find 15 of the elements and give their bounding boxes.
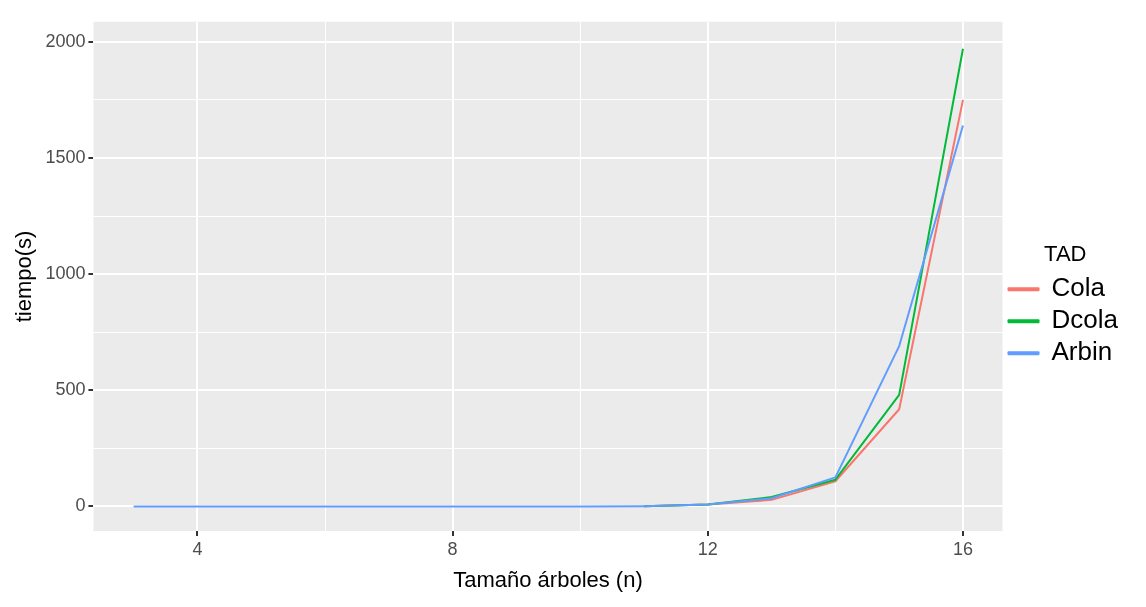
legend-label: Arbin — [1051, 336, 1113, 367]
legend-label: Cola — [1051, 272, 1106, 303]
legend-label: Dcola — [1051, 304, 1119, 335]
y-tick-label: 1500 — [45, 146, 86, 167]
x-tick-label: 12 — [697, 538, 718, 559]
y-tick-label: 2000 — [45, 30, 86, 51]
x-tick-label: 8 — [447, 538, 458, 559]
y-axis-title: tiempo(s) — [11, 230, 37, 323]
x-axis-title: Tamaño árboles (n) — [453, 566, 643, 592]
legend-title: TAD — [1044, 240, 1087, 266]
y-tick-label: 0 — [75, 495, 86, 516]
y-tick-label: 1000 — [45, 263, 86, 284]
y-tick-label: 500 — [55, 379, 86, 400]
x-tick-label: 16 — [952, 538, 973, 559]
x-tick-label: 4 — [192, 538, 203, 559]
